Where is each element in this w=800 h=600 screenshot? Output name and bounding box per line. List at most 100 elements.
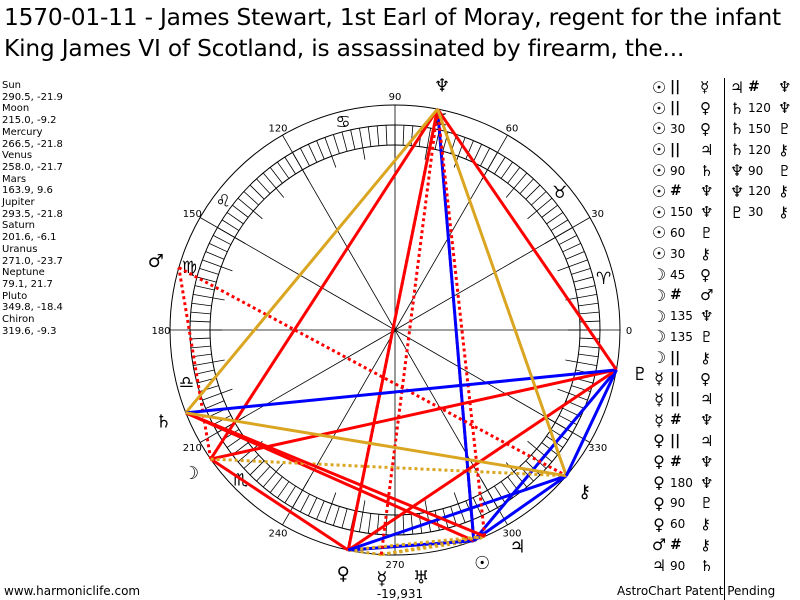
website-link[interactable]: www.harmoniclife.com: [4, 584, 141, 598]
degree-tick: [457, 503, 466, 523]
degree-tick: [190, 337, 211, 340]
degree-tick: [367, 126, 372, 147]
mercury-icon: ☿: [700, 78, 710, 97]
degree-tick: [494, 156, 506, 175]
degree-tick-long: [212, 297, 225, 301]
degree-tick: [262, 471, 277, 488]
degree-tick-long: [362, 147, 366, 160]
aspect-type: 120: [748, 142, 771, 157]
aspect-line: [185, 411, 567, 478]
aspect-type: #: [748, 79, 760, 96]
degree-tick: [480, 147, 491, 167]
aspect-row: ♀ 180 ♆: [650, 472, 722, 493]
degree-tick: [284, 156, 296, 175]
mars-icon: ♂: [651, 535, 667, 555]
venus-icon: ♀: [653, 514, 665, 534]
neptune-icon: ♆: [700, 307, 714, 326]
neptune-icon: ♆: [700, 411, 714, 430]
degree-label: 120: [268, 123, 287, 134]
degree-tick: [194, 369, 215, 375]
aspect-type: ||: [670, 370, 681, 387]
aspect-row: ♆ 120 ⚷: [728, 181, 800, 202]
aspect-type: 90: [748, 163, 764, 178]
chiron-icon: ⚷: [700, 535, 711, 554]
degree-tick: [367, 513, 372, 534]
sun-icon: ☉: [651, 244, 667, 264]
degree-tick: [571, 267, 591, 275]
aspect-type: ||: [670, 79, 681, 96]
radial-line: [394, 329, 508, 526]
degree-tick: [513, 471, 528, 488]
degree-tick: [494, 485, 506, 504]
aspect-type: 120: [748, 184, 771, 199]
planet-name: Saturn: [2, 220, 36, 232]
degree-tick: [202, 392, 222, 401]
degree-tick: [262, 172, 277, 189]
degree-tick: [579, 345, 600, 349]
column-divider: [724, 78, 725, 600]
planet-positions-list: Sun 290.5, -21.9 Moon 215.0, -9.2 Mercury 266…: [2, 80, 63, 337]
degree-tick: [472, 144, 482, 163]
planet-name: Moon: [2, 103, 30, 115]
moon-icon: ☽: [651, 265, 667, 285]
degree-tick-long: [565, 359, 578, 363]
radial-line: [199, 217, 396, 331]
venus-icon: ♀: [653, 431, 665, 451]
aspect-row: ☉ 60 ♇: [650, 223, 722, 244]
aspect-type: 90: [670, 558, 686, 573]
radial-line: [282, 329, 396, 526]
degree-label: 210: [183, 443, 202, 454]
aspect-row: ♀ 60 ⚷: [650, 514, 722, 535]
degree-tick: [579, 311, 600, 315]
neptune-icon: ♆: [700, 452, 714, 471]
degree-tick: [190, 345, 211, 349]
degree-tick: [243, 191, 259, 206]
planet-name: Sun: [2, 80, 22, 91]
degree-tick-long: [221, 266, 233, 272]
aspect-row: ☿ || ♃: [650, 389, 722, 410]
aspect-type: 135: [670, 329, 693, 344]
venus-icon: ♀: [700, 99, 711, 118]
degree-label: 90: [389, 92, 402, 103]
planet-coords: 349.8, -18.4: [2, 302, 63, 314]
degree-tick: [410, 514, 414, 535]
aspect-line: [348, 534, 485, 552]
planet-coords: 79.1, 21.7: [2, 278, 53, 290]
degree-tick: [193, 294, 213, 299]
degree-tick-long: [331, 492, 337, 504]
aspect-type: 150: [670, 205, 693, 220]
degree-tick: [199, 267, 219, 275]
degree-tick: [269, 476, 283, 493]
neptune-icon: ♆: [729, 161, 745, 181]
jupiter-icon: ♃: [700, 390, 714, 409]
degree-tick: [316, 140, 325, 160]
saturn-icon: ♄: [729, 98, 745, 118]
degree-tick: [212, 234, 232, 245]
degree-tick-long: [527, 210, 537, 220]
degree-tick: [465, 140, 474, 160]
degree-tick: [550, 219, 569, 231]
aspect-row: ☉ || ♃: [650, 139, 722, 160]
planet-coords: 266.5, -21.8: [2, 138, 63, 150]
aspect-line: [185, 411, 486, 538]
chiron-icon: ⚷: [700, 244, 711, 263]
degree-tick: [350, 129, 356, 150]
aspect-row: ♃ # ♆: [728, 77, 800, 98]
planet-name: Jupiter: [2, 197, 35, 209]
planet-name: Pluto: [2, 290, 28, 302]
mercury-icon: ☿: [654, 410, 664, 430]
degree-label: 150: [183, 209, 202, 220]
sun-icon: ☉: [651, 161, 667, 181]
aspect-line: [209, 108, 439, 460]
degree-tick: [232, 204, 249, 218]
jupiter-icon: ♃: [700, 140, 714, 159]
venus-icon: ♀: [653, 493, 665, 513]
zodiac-sign-icon: ♌: [216, 192, 231, 212]
degree-tick: [256, 466, 271, 482]
degree-tick: [190, 320, 211, 323]
degree-tick: [308, 497, 318, 516]
degree-tick: [573, 276, 594, 283]
aspect-row: ♀ 90 ♇: [650, 493, 722, 514]
aspect-line: [436, 108, 568, 477]
aspect-type: 30: [670, 121, 686, 136]
